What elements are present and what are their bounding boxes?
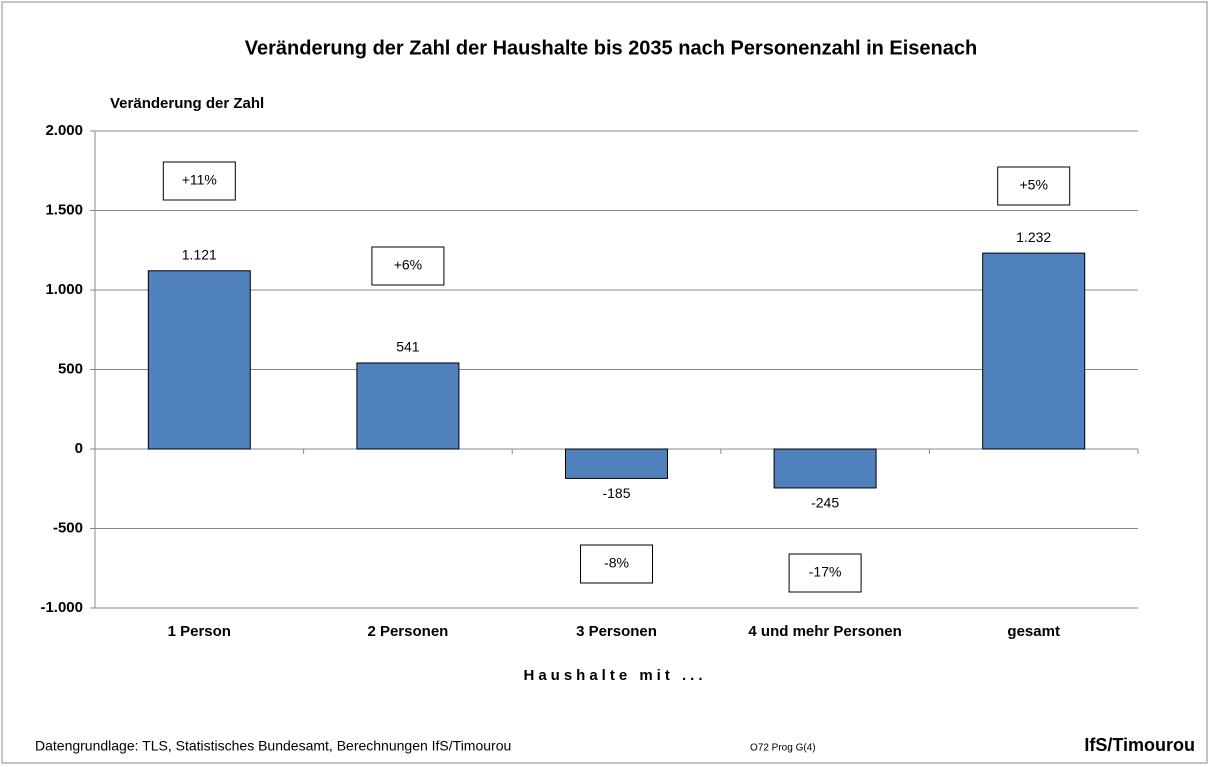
x-tick-label: gesamt <box>1007 623 1060 640</box>
x-tick-label: 1 Person <box>168 623 231 640</box>
annotation-box <box>788 553 862 593</box>
brand: IfS/Timourou <box>1084 735 1195 755</box>
chart-title: Veränderung der Zahl der Haushalte bis 2… <box>245 37 977 59</box>
value-label: 1.232 <box>1016 229 1051 245</box>
y-tick-label: 500 <box>58 360 83 377</box>
y-tick-label: 0 <box>75 440 83 457</box>
value-label: 1.121 <box>182 246 217 262</box>
y-axis-label: Veränderung der Zahl <box>110 95 264 112</box>
bar <box>565 448 668 479</box>
bar <box>356 362 460 450</box>
annotation: -8% <box>604 555 629 571</box>
x-tick-label: 3 Personen <box>576 623 657 640</box>
value-label: -245 <box>811 495 839 511</box>
annotation-box <box>162 161 236 201</box>
code: O72 Prog G(4) <box>750 743 816 754</box>
value-label: -185 <box>602 485 630 501</box>
x-tick-label: 2 Personen <box>367 623 448 640</box>
y-tick-label: 1.000 <box>45 281 83 298</box>
y-tick-label: 1.500 <box>45 201 83 218</box>
y-tick-label: -1.000 <box>40 599 83 616</box>
annotation: +6% <box>394 257 422 273</box>
annotation-box <box>997 166 1071 206</box>
annotation: +5% <box>1019 177 1047 193</box>
value-label: 541 <box>396 339 420 355</box>
annotation-box <box>580 544 653 584</box>
y-tick-label: -500 <box>53 519 83 536</box>
source: Datengrundlage: TLS, Statistisches Bunde… <box>35 738 511 754</box>
x-axis-label: Haushalte mit ... <box>523 667 706 684</box>
annotation: -17% <box>809 564 842 580</box>
annotation: +11% <box>182 172 217 188</box>
bar <box>773 448 877 489</box>
bar <box>147 270 251 450</box>
bar <box>982 252 1086 450</box>
annotation-box <box>371 246 445 286</box>
y-tick-label: 2.000 <box>45 122 83 139</box>
x-tick-label: 4 und mehr Personen <box>748 623 901 640</box>
